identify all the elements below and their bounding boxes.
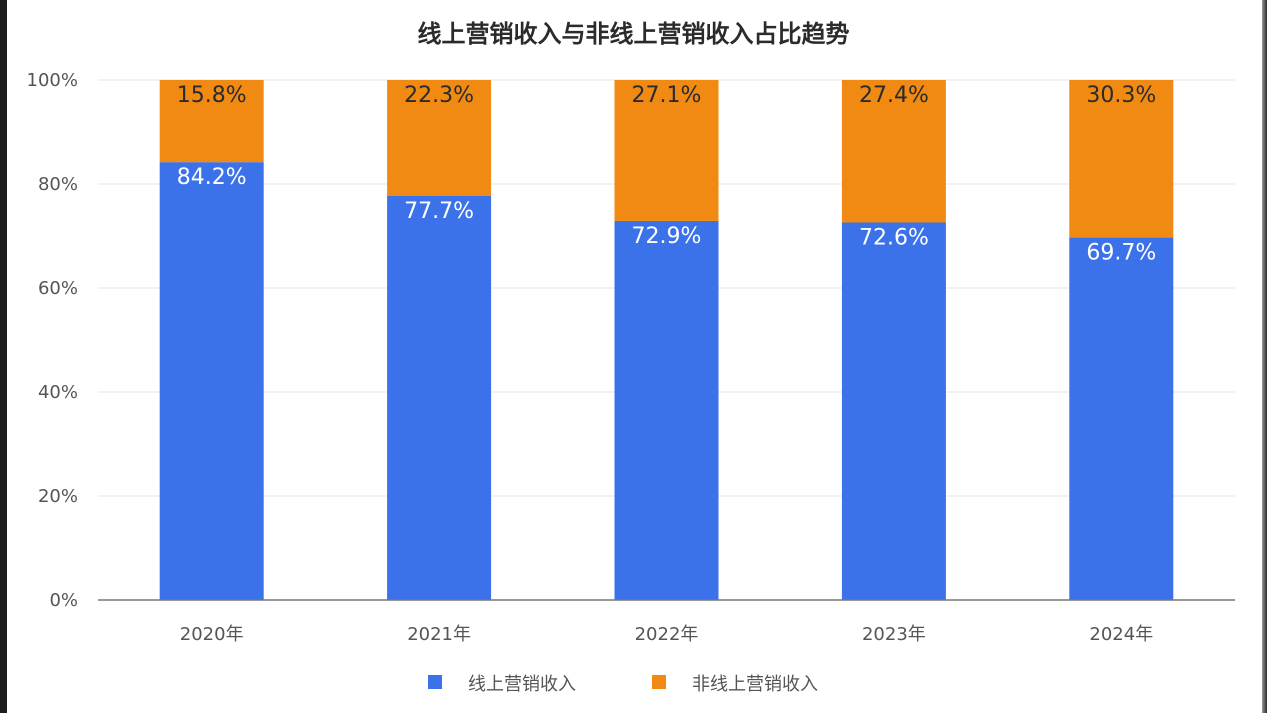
- y-tick-label: 80%: [38, 174, 78, 195]
- x-tick-label: 2020年: [180, 624, 244, 645]
- y-tick-label: 20%: [38, 486, 78, 507]
- y-tick-label: 100%: [27, 70, 78, 91]
- y-tick-label: 60%: [38, 278, 78, 299]
- x-tick-label: 2022年: [635, 624, 699, 645]
- y-tick-label: 40%: [38, 382, 78, 403]
- data-label: 69.7%: [1086, 241, 1156, 266]
- data-label: 27.1%: [632, 83, 702, 108]
- data-label: 84.2%: [177, 165, 247, 190]
- x-tick-label: 2023年: [862, 624, 926, 645]
- frame-edge-left: [0, 0, 7, 713]
- legend-label: 非线上营销收入: [692, 674, 818, 695]
- chart-title: 线上营销收入与非线上营销收入占比趋势: [417, 20, 850, 48]
- bar-segment: [614, 220, 719, 601]
- bar-segment: [614, 80, 719, 221]
- data-label: 72.6%: [859, 225, 929, 250]
- bar-segment: [1069, 237, 1174, 600]
- x-tick-label: 2021年: [407, 624, 471, 645]
- x-tick-label: 2024年: [1089, 624, 1153, 645]
- bar-segment: [1069, 80, 1174, 238]
- bar-segment: [841, 80, 946, 223]
- legend-label: 线上营销收入: [468, 674, 576, 695]
- y-tick-label: 0%: [49, 590, 78, 611]
- legend-swatch: [428, 675, 442, 689]
- data-label: 77.7%: [404, 199, 474, 224]
- data-label: 72.9%: [632, 224, 702, 249]
- bar-segment: [159, 80, 264, 163]
- legend-swatch: [652, 675, 666, 689]
- bar-segment: [841, 222, 946, 601]
- data-label: 27.4%: [859, 83, 929, 108]
- data-label: 30.3%: [1086, 83, 1156, 108]
- bar-segment: [159, 162, 264, 600]
- bar-segment: [387, 195, 492, 600]
- bar-segment: [387, 80, 492, 196]
- data-label: 15.8%: [177, 83, 247, 108]
- data-label: 22.3%: [404, 83, 474, 108]
- frame-edge-right: [1262, 0, 1267, 713]
